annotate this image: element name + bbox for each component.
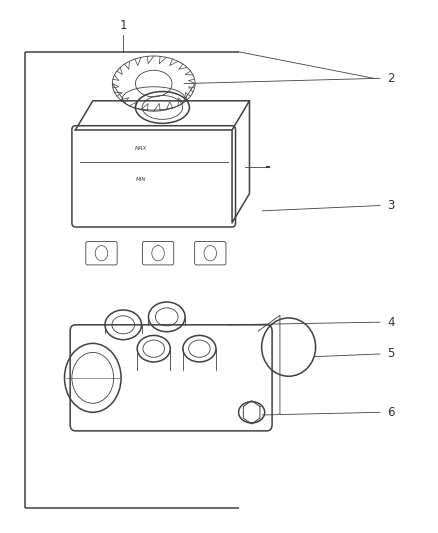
Text: 2: 2 bbox=[387, 72, 395, 85]
Text: 3: 3 bbox=[387, 199, 395, 212]
Text: 5: 5 bbox=[387, 348, 395, 360]
Text: 4: 4 bbox=[387, 316, 395, 329]
Text: MAX: MAX bbox=[134, 147, 147, 151]
Text: 1: 1 bbox=[120, 19, 127, 32]
Text: MIN: MIN bbox=[135, 177, 146, 182]
Text: 6: 6 bbox=[387, 406, 395, 419]
